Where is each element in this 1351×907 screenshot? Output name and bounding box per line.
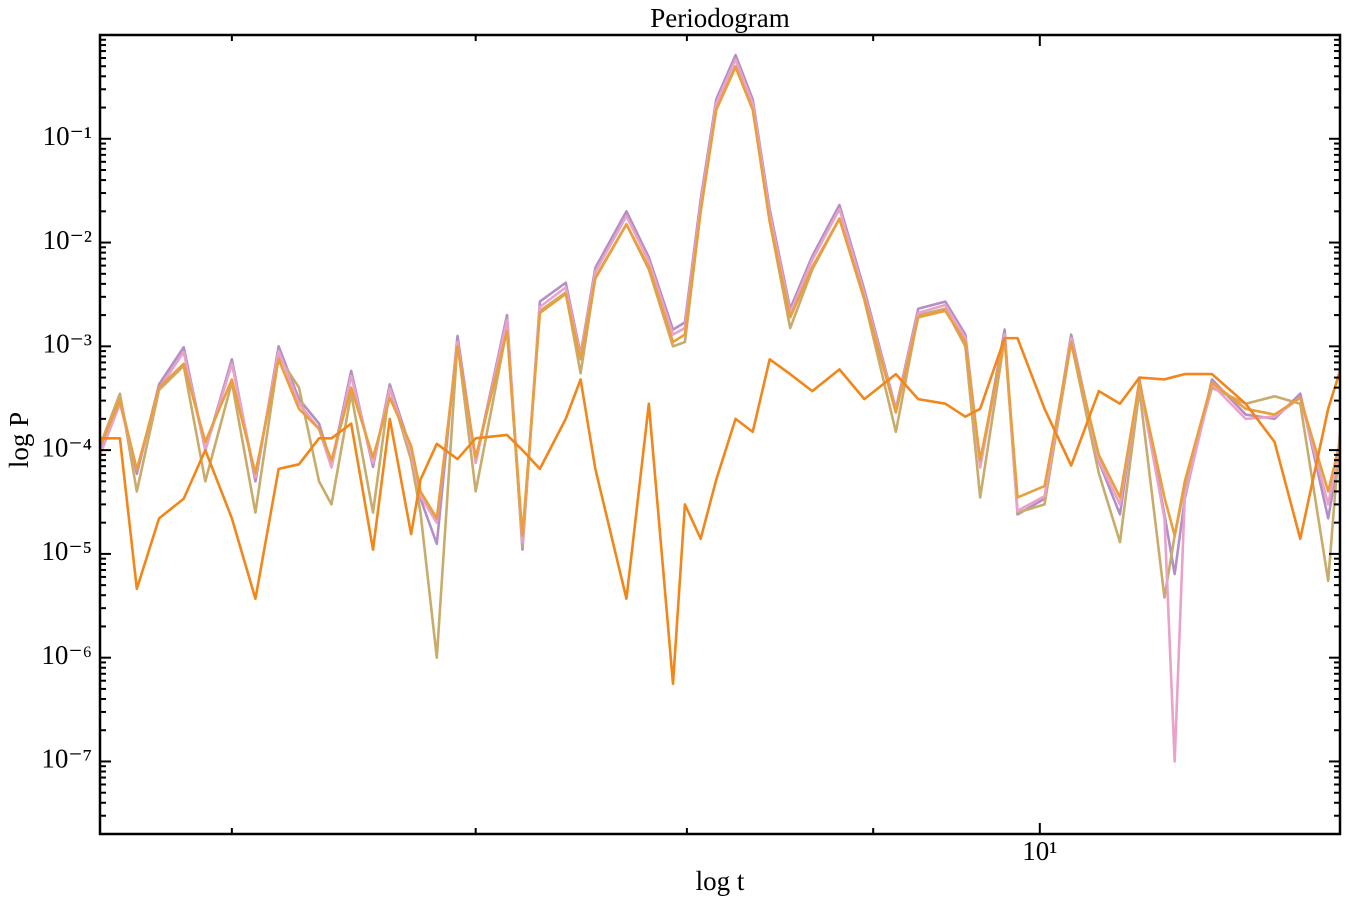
x-axis-label: log t <box>696 866 745 896</box>
series-line <box>100 336 1340 686</box>
plot-frame <box>98 33 1342 836</box>
plot-lines <box>100 53 1340 763</box>
y-axis-label: log P <box>4 412 34 468</box>
y-tick-label: 10⁻⁷ <box>41 744 92 774</box>
y-tick-label: 10⁻⁶ <box>41 640 92 670</box>
y-tick-label: 10⁻³ <box>43 329 92 359</box>
y-tick-label: 10⁻¹ <box>43 121 92 151</box>
series-line <box>100 58 1340 763</box>
y-tick-label: 10⁻⁴ <box>41 432 92 462</box>
chart-title: Periodogram <box>650 3 789 33</box>
x-tick-label: 10¹ <box>1022 836 1057 866</box>
series-line <box>100 53 1340 576</box>
series-line <box>100 65 1340 537</box>
y-tick-label: 10⁻² <box>43 225 92 255</box>
y-tick-label: 10⁻⁵ <box>41 536 92 566</box>
